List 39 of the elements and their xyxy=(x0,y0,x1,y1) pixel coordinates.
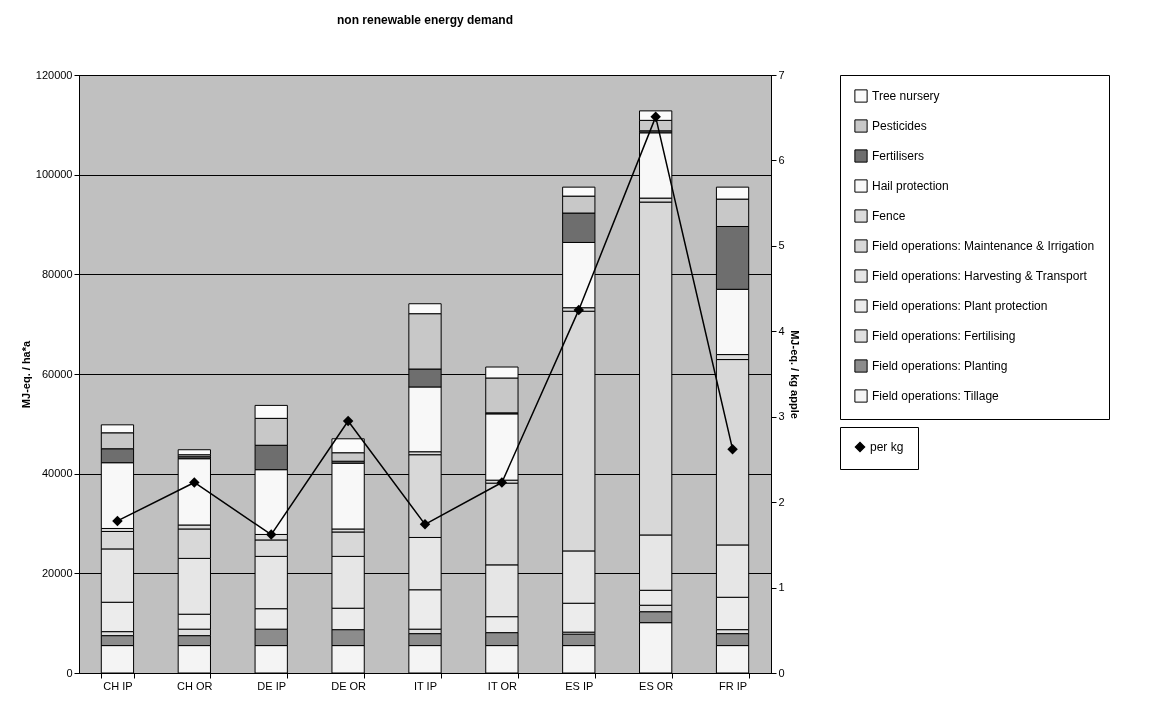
legend-label: Fence xyxy=(872,209,906,223)
y-tick-label: 120000 xyxy=(35,68,73,81)
legend-label: Field operations: Harvesting & Transport xyxy=(872,269,1088,283)
y-tick-label: 60000 xyxy=(41,367,73,380)
y-tick-label: 40000 xyxy=(41,467,73,480)
x-tick-label: FR IP xyxy=(718,679,748,692)
x-tick-label: IT OR xyxy=(487,679,518,692)
x-tick-label: IT IP xyxy=(413,679,438,692)
legend-label: Fertilisers xyxy=(872,149,925,163)
x-tick-label: DE IP xyxy=(257,679,287,692)
legend-label: Tree nursery xyxy=(872,89,940,103)
legend-label: Pesticides xyxy=(872,119,927,133)
x-tick-label: DE OR xyxy=(331,679,367,692)
legend-label: Hail protection xyxy=(872,179,949,193)
y-tick-label: 0 xyxy=(66,666,73,679)
y-tick-label: 80000 xyxy=(41,267,73,280)
y2-tick-label: 1 xyxy=(778,581,785,594)
chart-title: non renewable energy demand xyxy=(336,13,514,27)
legend-label: per kg xyxy=(870,440,904,454)
y2-tick-label: 2 xyxy=(778,495,785,508)
x-tick-label: CH IP xyxy=(103,679,133,692)
y2-tick-label: 3 xyxy=(778,410,785,423)
x-tick-label: CH OR xyxy=(177,679,213,692)
y2-tick-label: 7 xyxy=(778,68,785,81)
y2-axis-title: MJ-eq. / kg apple xyxy=(788,330,801,419)
x-tick-label: ES OR xyxy=(639,679,674,692)
y2-tick-label: 6 xyxy=(778,153,785,166)
legend-label: Field operations: Planting xyxy=(872,359,1008,373)
legend-label: Field operations: Maintenance & Irrigation xyxy=(872,239,1095,253)
x-tick-label: ES IP xyxy=(565,679,594,692)
legend-label: Field operations: Fertilising xyxy=(872,329,1016,343)
y-tick-label: 100000 xyxy=(35,168,73,181)
legend-label: Field operations: Tillage xyxy=(872,389,1000,403)
legend-label: Field operations: Plant protection xyxy=(872,299,1048,313)
y2-tick-label: 5 xyxy=(778,239,785,252)
y2-tick-label: 4 xyxy=(778,324,785,337)
y-tick-label: 20000 xyxy=(41,566,73,579)
y-axis-title: MJ-eq. / ha*a xyxy=(19,340,32,409)
y2-tick-label: 0 xyxy=(778,666,785,679)
